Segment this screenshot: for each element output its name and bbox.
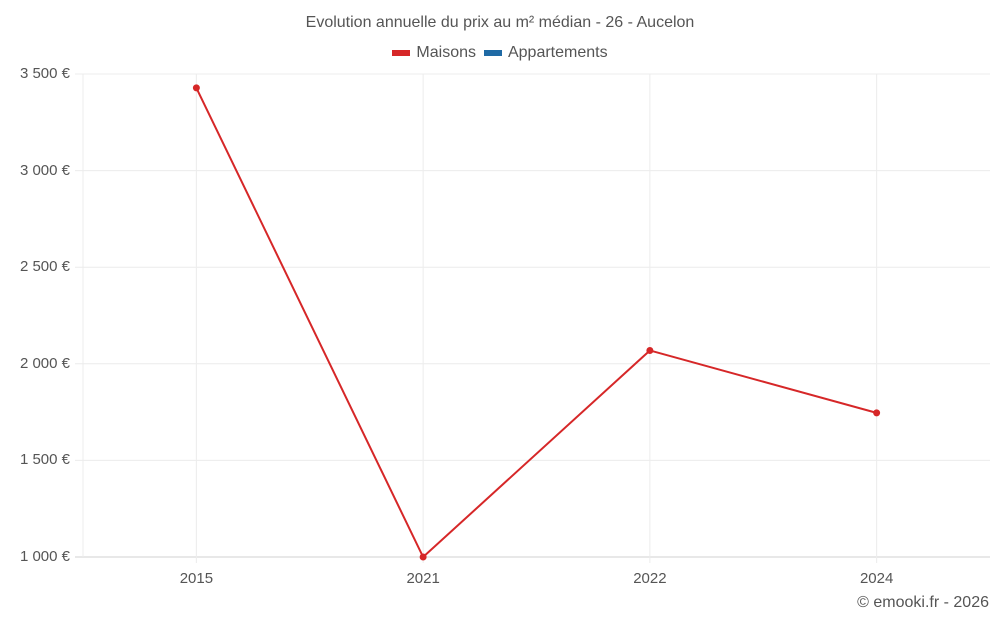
data-point[interactable]	[192, 84, 200, 92]
series-line-maisons	[195, 87, 877, 559]
chart-title: Evolution annuelle du prix au m² médian …	[305, 14, 695, 31]
legend-item-appartements[interactable]: Appartements	[483, 44, 608, 62]
y-tick-label: 2 000 €	[19, 354, 70, 372]
x-tick-label: 2021	[406, 570, 440, 587]
data-point[interactable]	[873, 409, 881, 417]
legend-label-maisons: Maisons	[416, 44, 476, 61]
legend-label-appartements: Appartements	[507, 44, 608, 61]
data-point[interactable]	[646, 346, 654, 354]
credit-text: © emooki.fr - 2026	[857, 594, 989, 611]
y-tick-label: 1 500 €	[19, 451, 70, 469]
y-tick-label: 3 500 €	[19, 65, 70, 82]
x-tick-label: 2022	[633, 570, 667, 587]
x-tick-label: 2015	[179, 570, 214, 587]
legend: Maisons Appartements	[0, 44, 1000, 62]
y-tick-label: 3 000 €	[19, 161, 70, 179]
legend-swatch-appartements	[483, 50, 502, 56]
legend-swatch-maisons	[392, 50, 411, 56]
y-tick-label: 2 500 €	[19, 258, 70, 276]
legend-item-maisons[interactable]: Maisons	[392, 44, 476, 62]
data-point[interactable]	[419, 553, 427, 561]
y-tick-label: 1 000 €	[19, 548, 70, 565]
x-tick-label: 2024	[859, 570, 894, 587]
